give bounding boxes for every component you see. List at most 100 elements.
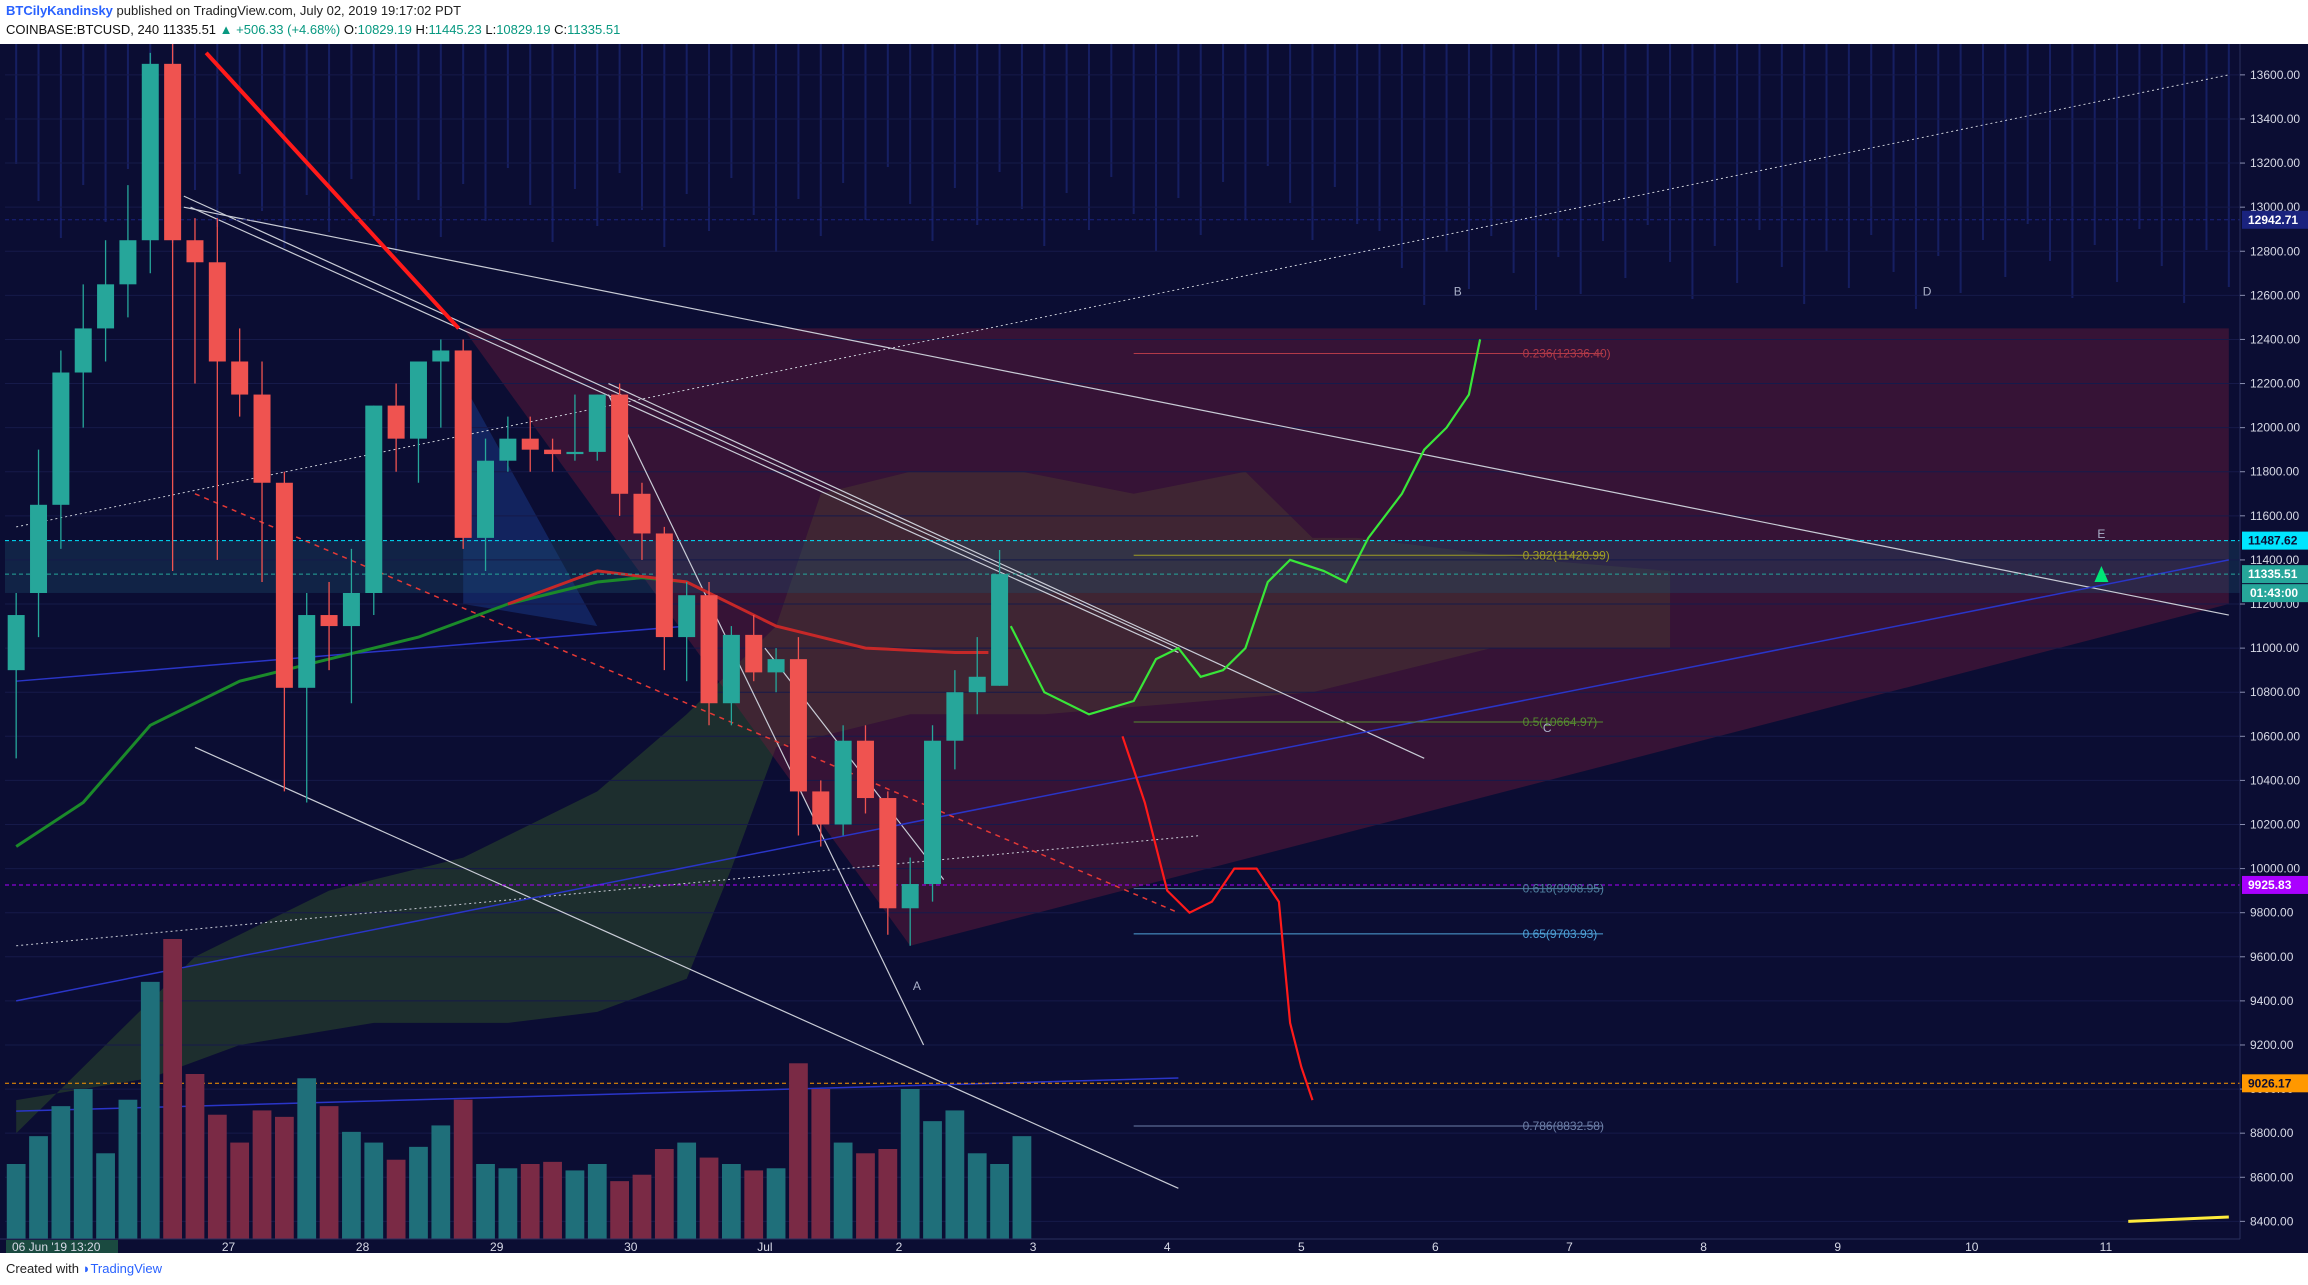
indicator-bar	[864, 44, 867, 220]
candle-body	[186, 240, 204, 263]
indicator-bar	[1311, 44, 1314, 240]
trend-line	[16, 74, 2229, 528]
candle-body	[946, 692, 964, 741]
candle-body	[387, 405, 405, 439]
candle	[320, 581, 338, 671]
volume-bar	[945, 1110, 965, 1239]
indicator-bar	[998, 44, 1001, 172]
indicator-bar	[529, 44, 532, 205]
indicator-bar	[1579, 44, 1582, 294]
indicator-bar	[216, 44, 219, 227]
volume-bar	[498, 1168, 518, 1239]
volume-bar	[766, 1168, 786, 1239]
price-chart[interactable]: 0.236(12336.40) 0.382(11420.99) 0.5(10664.…	[0, 44, 2308, 1253]
indicator-bar	[752, 44, 755, 215]
trend-line	[190, 206, 1179, 654]
candle	[365, 405, 383, 616]
candle-body	[879, 798, 897, 909]
indicator-bar	[193, 44, 196, 190]
candle-body	[432, 350, 450, 362]
indicator-bar	[82, 44, 85, 185]
chart-area[interactable]: 0.236(12336.40) 0.382(11420.99) 0.5(10664.…	[0, 44, 2308, 1253]
indicator-bar	[417, 44, 420, 200]
candle	[767, 648, 785, 693]
volume-bar	[923, 1121, 942, 1239]
countdown-bg	[2242, 584, 2308, 603]
price-tick-label: 9800.00	[2250, 906, 2294, 920]
candle	[901, 857, 919, 946]
volume-bar	[565, 1170, 585, 1239]
indicator-bar	[1959, 44, 1962, 293]
indicator-bar	[663, 44, 666, 247]
indicator-bar	[1512, 44, 1515, 273]
candle	[7, 592, 25, 759]
tradingview-brand[interactable]: TradingView	[90, 1261, 163, 1276]
candle	[678, 581, 696, 682]
candle-body	[901, 884, 919, 909]
volume-bar	[185, 1074, 205, 1239]
indicator-bar	[842, 44, 845, 183]
price-tick-label: 12200.00	[2250, 377, 2300, 391]
candle-body	[856, 740, 874, 799]
candle-body	[454, 350, 472, 538]
candle	[119, 185, 137, 318]
candle	[409, 361, 427, 483]
indicator-bar	[1870, 44, 1873, 235]
indicator-bar	[1244, 44, 1247, 219]
candle	[968, 637, 986, 715]
trend-line	[16, 1077, 1179, 1112]
time-tick-label: 27	[222, 1240, 236, 1253]
time-tick-label: 2	[896, 1240, 903, 1253]
price-badge-bg	[2242, 1074, 2308, 1093]
volume-bar	[252, 1110, 272, 1239]
candle	[924, 725, 942, 902]
candle	[477, 438, 495, 571]
wave-label-c: C	[1543, 721, 1552, 735]
volume-bar	[453, 1099, 473, 1239]
candle	[298, 592, 316, 803]
up-arrow-icon: ▲	[219, 22, 233, 37]
symbol-info: COINBASE:BTCUSD, 240 11335.51 ▲ +506.33 …	[6, 22, 620, 37]
low-value: 10829.19	[496, 22, 551, 37]
price-tick-label: 10800.00	[2250, 685, 2300, 699]
price-tick-label: 10000.00	[2250, 862, 2300, 876]
indicator-bar	[1222, 44, 1225, 182]
price-tick-label: 8800.00	[2250, 1126, 2294, 1140]
trend-lines	[16, 51, 2229, 1223]
indicator-bar	[573, 44, 576, 189]
candle	[588, 394, 606, 461]
price-tick-label: 8400.00	[2250, 1214, 2294, 1228]
indicator-bar	[1646, 44, 1649, 225]
author-link[interactable]: BTCilyKandinsky	[6, 3, 113, 18]
candle-body	[164, 63, 182, 241]
ichimoku-cloud	[16, 471, 1671, 1134]
candle	[141, 52, 159, 274]
indicator-bar	[1691, 44, 1694, 299]
indicator-bar	[1557, 44, 1560, 257]
indicator-bar	[1333, 44, 1336, 187]
indicator-bar	[328, 44, 331, 232]
indicator-bar	[15, 44, 18, 164]
candle-body	[924, 740, 942, 885]
candle-body	[834, 740, 852, 825]
candle-body	[678, 595, 696, 638]
price-tick-label: 9600.00	[2250, 950, 2294, 964]
indicator-bar	[1669, 44, 1672, 262]
indicator-bar	[238, 44, 241, 174]
indicator-bar	[551, 44, 554, 242]
volume-bar	[520, 1164, 540, 1239]
candle	[566, 394, 584, 461]
volume-bar	[699, 1157, 719, 1239]
volume-bars	[6, 939, 1032, 1239]
indicator-bar	[1423, 44, 1426, 305]
volume-bar	[319, 1106, 339, 1239]
time-tick-label: 6	[1432, 1240, 1439, 1253]
chart-footer: Created with ◗TradingView	[0, 1253, 2308, 1285]
volume-bar	[833, 1142, 853, 1239]
candle-body	[119, 240, 137, 285]
indicator-bar	[1892, 44, 1895, 272]
candle-body	[97, 284, 115, 329]
candle	[991, 549, 1009, 686]
candle	[722, 626, 740, 726]
candle	[812, 780, 830, 847]
